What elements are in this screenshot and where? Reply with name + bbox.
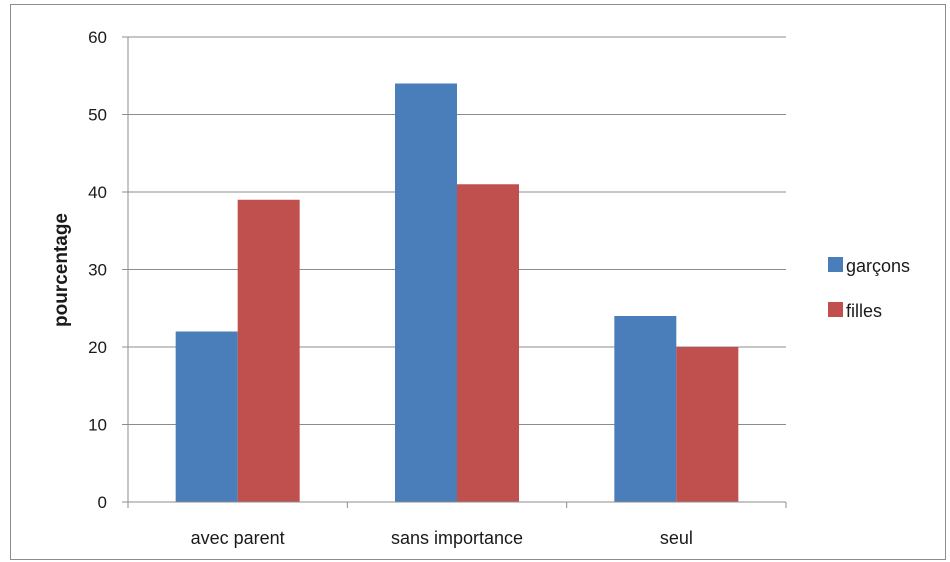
bar-garçons-seul (614, 316, 677, 502)
bar-garçons-avec-parent (175, 331, 238, 502)
x-category-labels: avec parent sans importance seul (191, 528, 693, 548)
legend-label: filles (846, 301, 882, 321)
legend-label: garçons (846, 256, 910, 276)
legend-swatch (828, 257, 843, 272)
y-tick-label: 10 (88, 416, 107, 435)
bars (175, 83, 739, 502)
y-tick-label: 60 (88, 28, 107, 47)
x-category-label: seul (660, 528, 693, 548)
bar-filles-avec-parent (237, 199, 300, 502)
x-category-label: sans importance (391, 528, 523, 548)
x-category-label: avec parent (191, 528, 285, 548)
y-tick-labels: 0 10 20 30 40 50 60 (88, 28, 107, 512)
y-tick-label: 20 (88, 338, 107, 357)
bar-filles-sans-importance (457, 184, 519, 502)
axes (122, 36, 787, 508)
y-axis-title: pourcentage (51, 213, 72, 327)
y-tick-label: 50 (88, 106, 107, 125)
y-tick-label: 40 (88, 183, 107, 202)
bar-garçons-sans-importance (395, 83, 457, 502)
bar-filles-seul (676, 347, 739, 502)
y-tick-label: 0 (98, 493, 107, 512)
legend-swatch (828, 302, 843, 317)
y-tick-label: 30 (88, 261, 107, 280)
legend: garçons filles (828, 256, 910, 321)
